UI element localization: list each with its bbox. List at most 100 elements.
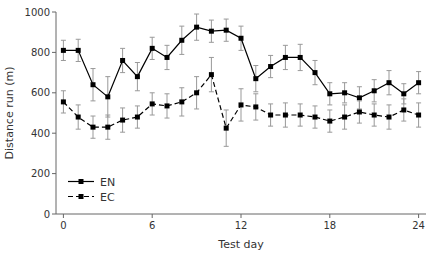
- error-bar: [91, 69, 96, 101]
- error-bar: [120, 48, 125, 72]
- legend: ENEC: [68, 176, 115, 204]
- error-bar-cap: [416, 93, 421, 94]
- error-bar: [165, 94, 170, 118]
- error-bar: [239, 26, 244, 50]
- y-tick: [52, 92, 56, 93]
- error-bar: [283, 103, 288, 127]
- x-tick: [152, 214, 153, 218]
- marker: [342, 90, 347, 95]
- error-bar: [209, 20, 214, 42]
- marker: [61, 99, 66, 104]
- marker: [327, 91, 332, 96]
- error-bar: [327, 83, 332, 105]
- error-bar-cap: [342, 104, 347, 105]
- error-bar-cap: [283, 102, 288, 103]
- marker: [76, 115, 81, 120]
- error-bar-cap: [327, 132, 332, 133]
- y-tick: [52, 12, 56, 13]
- error-bar: [298, 44, 303, 70]
- error-bar: [401, 99, 406, 121]
- error-bar-cap: [224, 19, 229, 20]
- marker: [120, 58, 125, 63]
- y-axis-line: [56, 12, 57, 214]
- error-bar-cap: [239, 121, 244, 122]
- error-bar-cap: [194, 108, 199, 109]
- x-tick: [63, 214, 64, 218]
- marker: [91, 82, 96, 87]
- error-bar-cap: [239, 88, 244, 89]
- error-bar: [387, 105, 392, 129]
- error-bar-cap: [120, 132, 125, 133]
- marker: [194, 25, 199, 30]
- error-bar-cap: [387, 94, 392, 95]
- error-bar: [224, 110, 229, 146]
- marker: [224, 126, 229, 131]
- marker: [209, 72, 214, 77]
- error-bar: [135, 63, 140, 91]
- error-bar: [194, 77, 199, 109]
- marker: [313, 115, 318, 120]
- error-bar-cap: [61, 113, 66, 114]
- marker: [283, 113, 288, 118]
- error-bar: [357, 101, 362, 123]
- error-bar: [135, 106, 140, 128]
- y-tick-label: 0: [44, 209, 50, 220]
- marker: [401, 107, 406, 112]
- error-bar-cap: [387, 70, 392, 71]
- marker: [357, 109, 362, 114]
- error-bar-cap: [179, 116, 184, 117]
- marker: [253, 104, 258, 109]
- error-bar: [76, 39, 81, 61]
- error-bar-cap: [357, 86, 362, 87]
- error-bar-cap: [150, 92, 155, 93]
- marker: [283, 55, 288, 60]
- error-bar-cap: [313, 60, 318, 61]
- legend-label: EC: [100, 191, 115, 204]
- x-axis-label: Test day: [217, 238, 264, 251]
- error-bar-cap: [253, 93, 258, 94]
- error-bar: [239, 89, 244, 121]
- error-bar-cap: [76, 129, 81, 130]
- error-bar-cap: [416, 127, 421, 128]
- legend-marker: [79, 194, 84, 199]
- marker: [372, 88, 377, 93]
- error-bar: [179, 88, 184, 116]
- error-bar-cap: [313, 105, 318, 106]
- error-bar-cap: [283, 45, 288, 46]
- error-bar-cap: [165, 93, 170, 94]
- error-bar: [372, 104, 377, 126]
- error-bar-cap: [416, 71, 421, 72]
- error-bar-cap: [76, 61, 81, 62]
- marker: [135, 74, 140, 79]
- y-axis-label: Distance run (m): [3, 67, 16, 160]
- error-bar-cap: [268, 77, 273, 78]
- error-bar-cap: [179, 54, 184, 55]
- error-bar: [416, 72, 421, 94]
- error-bar-cap: [91, 100, 96, 101]
- error-bar: [313, 60, 318, 84]
- x-tick-label: 0: [60, 220, 66, 231]
- error-bar-cap: [253, 65, 258, 66]
- error-bar: [61, 91, 66, 113]
- error-bar: [120, 108, 125, 132]
- error-bar-cap: [224, 109, 229, 110]
- error-bar-cap: [135, 62, 140, 63]
- marker: [76, 48, 81, 53]
- marker: [165, 103, 170, 108]
- error-bar-cap: [372, 126, 377, 127]
- marker: [179, 38, 184, 43]
- error-bar-cap: [120, 107, 125, 108]
- error-bar-cap: [224, 146, 229, 147]
- error-bar: [91, 116, 96, 138]
- marker: [179, 99, 184, 104]
- marker: [253, 76, 258, 81]
- error-bar: [194, 14, 199, 40]
- marker: [239, 36, 244, 41]
- error-bar-cap: [268, 103, 273, 104]
- error-bar: [209, 57, 214, 91]
- error-bar-cap: [401, 83, 406, 84]
- marker: [120, 118, 125, 123]
- marker: [105, 125, 110, 130]
- marker: [209, 29, 214, 34]
- marker: [268, 64, 273, 69]
